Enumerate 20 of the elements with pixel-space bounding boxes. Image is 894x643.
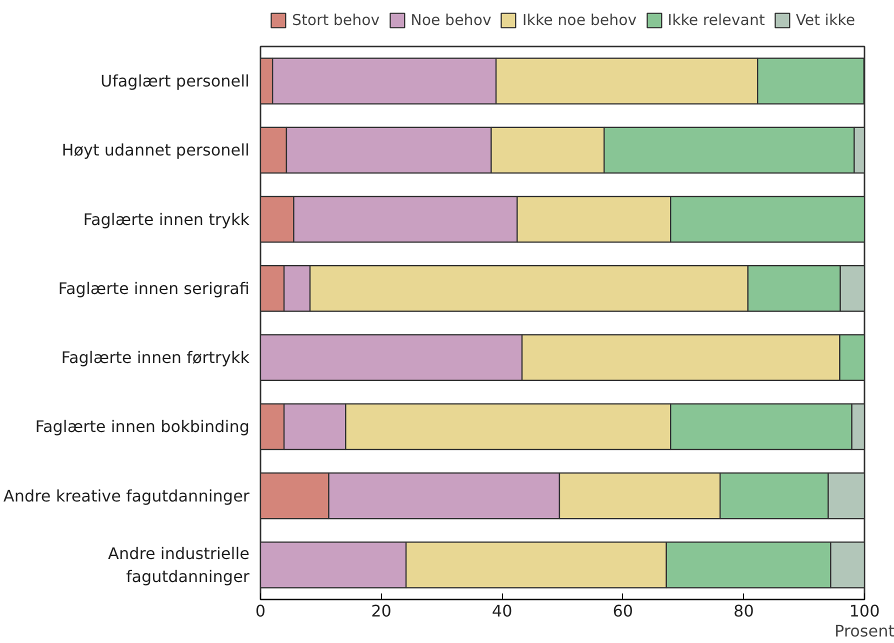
legend-label: Noe behov xyxy=(410,11,492,29)
x-tick-label: 60 xyxy=(612,602,634,620)
legend-label: Stort behov xyxy=(292,11,380,29)
y-tick-label: Faglærte innen bokbinding xyxy=(35,417,250,436)
y-tick-label: Andre industrielle fagutdanninger xyxy=(108,544,250,586)
y-tick-label: Faglærte innen førtrykk xyxy=(61,348,250,368)
legend-label: Ikke relevant xyxy=(668,11,765,29)
legend-label: Ikke noe behov xyxy=(522,11,637,29)
y-tick-label: Faglærte innen trykk xyxy=(83,210,250,229)
y-tick-label: Andre kreative fagutdanninger xyxy=(3,486,250,506)
x-tick-label: 100 xyxy=(849,602,880,620)
x-tick-label: 80 xyxy=(734,602,754,620)
x-tick-label: 20 xyxy=(371,602,392,620)
x-tick-label: 0 xyxy=(255,602,266,620)
legend-label: Vet ikke xyxy=(796,11,856,29)
y-tick-label: Faglærte innen serigrafi xyxy=(58,278,250,298)
y-tick-label: Høyt udannet personell xyxy=(62,140,250,160)
x-axis-title: Prosent xyxy=(834,622,894,640)
x-tick-label: 40 xyxy=(492,602,512,620)
y-tick-label: Ufaglært personell xyxy=(100,72,250,91)
